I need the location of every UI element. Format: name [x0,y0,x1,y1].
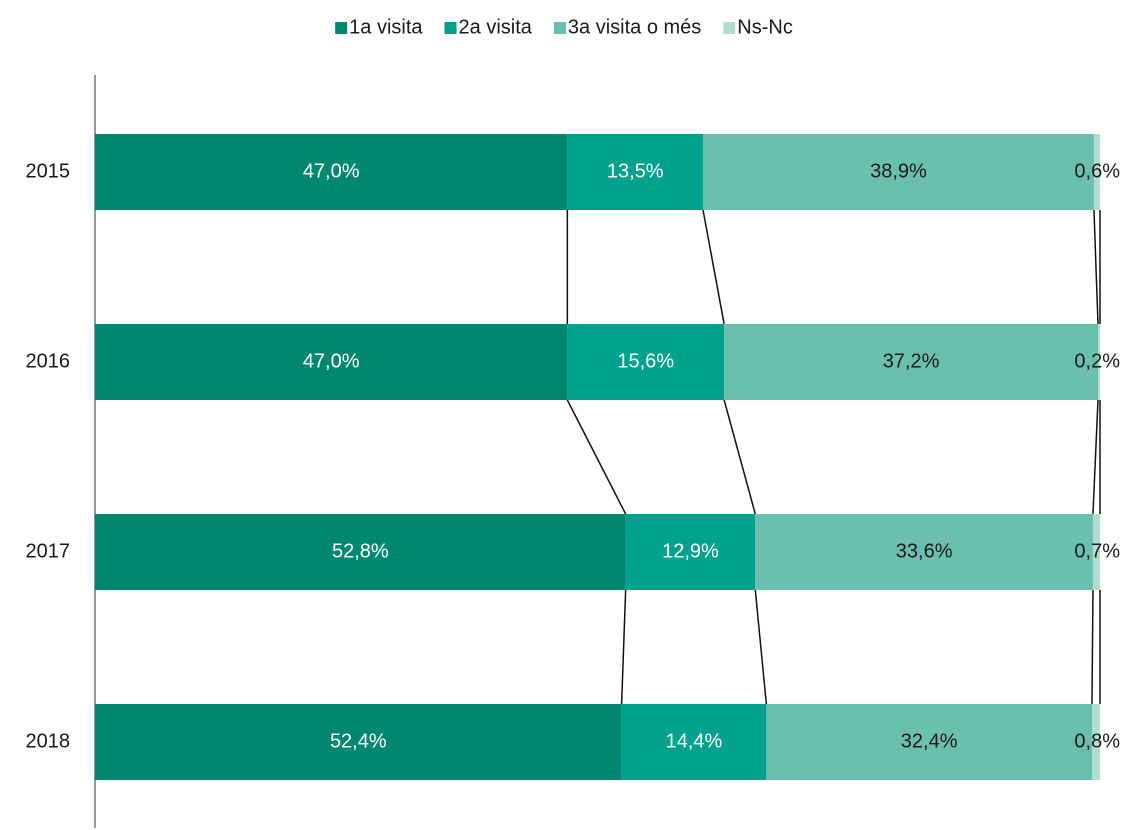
bar-segment [625,514,756,590]
bar-segment [95,514,626,590]
legend-label: Ns-Nc [737,16,793,38]
data-label: 13,5% [607,160,664,182]
data-label: 37,2% [883,350,940,372]
bar-segment [1092,514,1100,590]
bar-segment [703,134,1094,210]
connector-line [1092,399,1099,515]
connector-line [754,589,768,705]
y-tick-label: 2017 [26,540,71,562]
legend-swatch [335,22,348,34]
data-label: 0,2% [1074,350,1120,372]
bar-segment [724,324,1098,400]
y-tick-label: 2018 [26,730,71,752]
data-label: 0,6% [1074,160,1120,182]
data-label: 0,8% [1074,730,1120,752]
connector-line [566,399,627,515]
bar-segment [567,134,704,210]
bar-segment [766,704,1092,780]
y-tick-label: 2015 [26,160,71,182]
bar-segment [1097,324,1100,400]
legend-swatch [553,22,566,34]
data-label: 33,6% [896,540,953,562]
data-label: 47,0% [303,350,360,372]
connector-line [620,589,627,705]
data-label: 0,7% [1074,540,1120,562]
data-label: 12,9% [662,540,719,562]
data-label: 52,4% [330,730,387,752]
legend-label: 3a visita o més [568,16,701,38]
legend-swatch [444,22,457,34]
bar-segment [1093,134,1100,210]
data-label: 32,4% [901,730,958,752]
connector-line [1093,209,1099,325]
bar-segment [95,324,568,400]
data-label: 15,6% [617,350,674,372]
connector-line [702,209,725,325]
legend-label: 2a visita [459,16,533,38]
legend-swatch [723,22,736,34]
data-label: 38,9% [870,160,927,182]
bar-segment [95,134,568,210]
bar-segment [567,324,725,400]
y-tick-label: 2016 [26,350,71,372]
connector-line [723,399,757,515]
bar-segment [755,514,1093,590]
connector-line [1091,589,1094,705]
bar-segment [95,704,622,780]
data-label: 52,8% [332,540,389,562]
data-label: 47,0% [303,160,360,182]
bar-segment [621,704,767,780]
bar-segment [1091,704,1100,780]
data-label: 14,4% [666,730,723,752]
legend-label: 1a visita [349,16,423,38]
